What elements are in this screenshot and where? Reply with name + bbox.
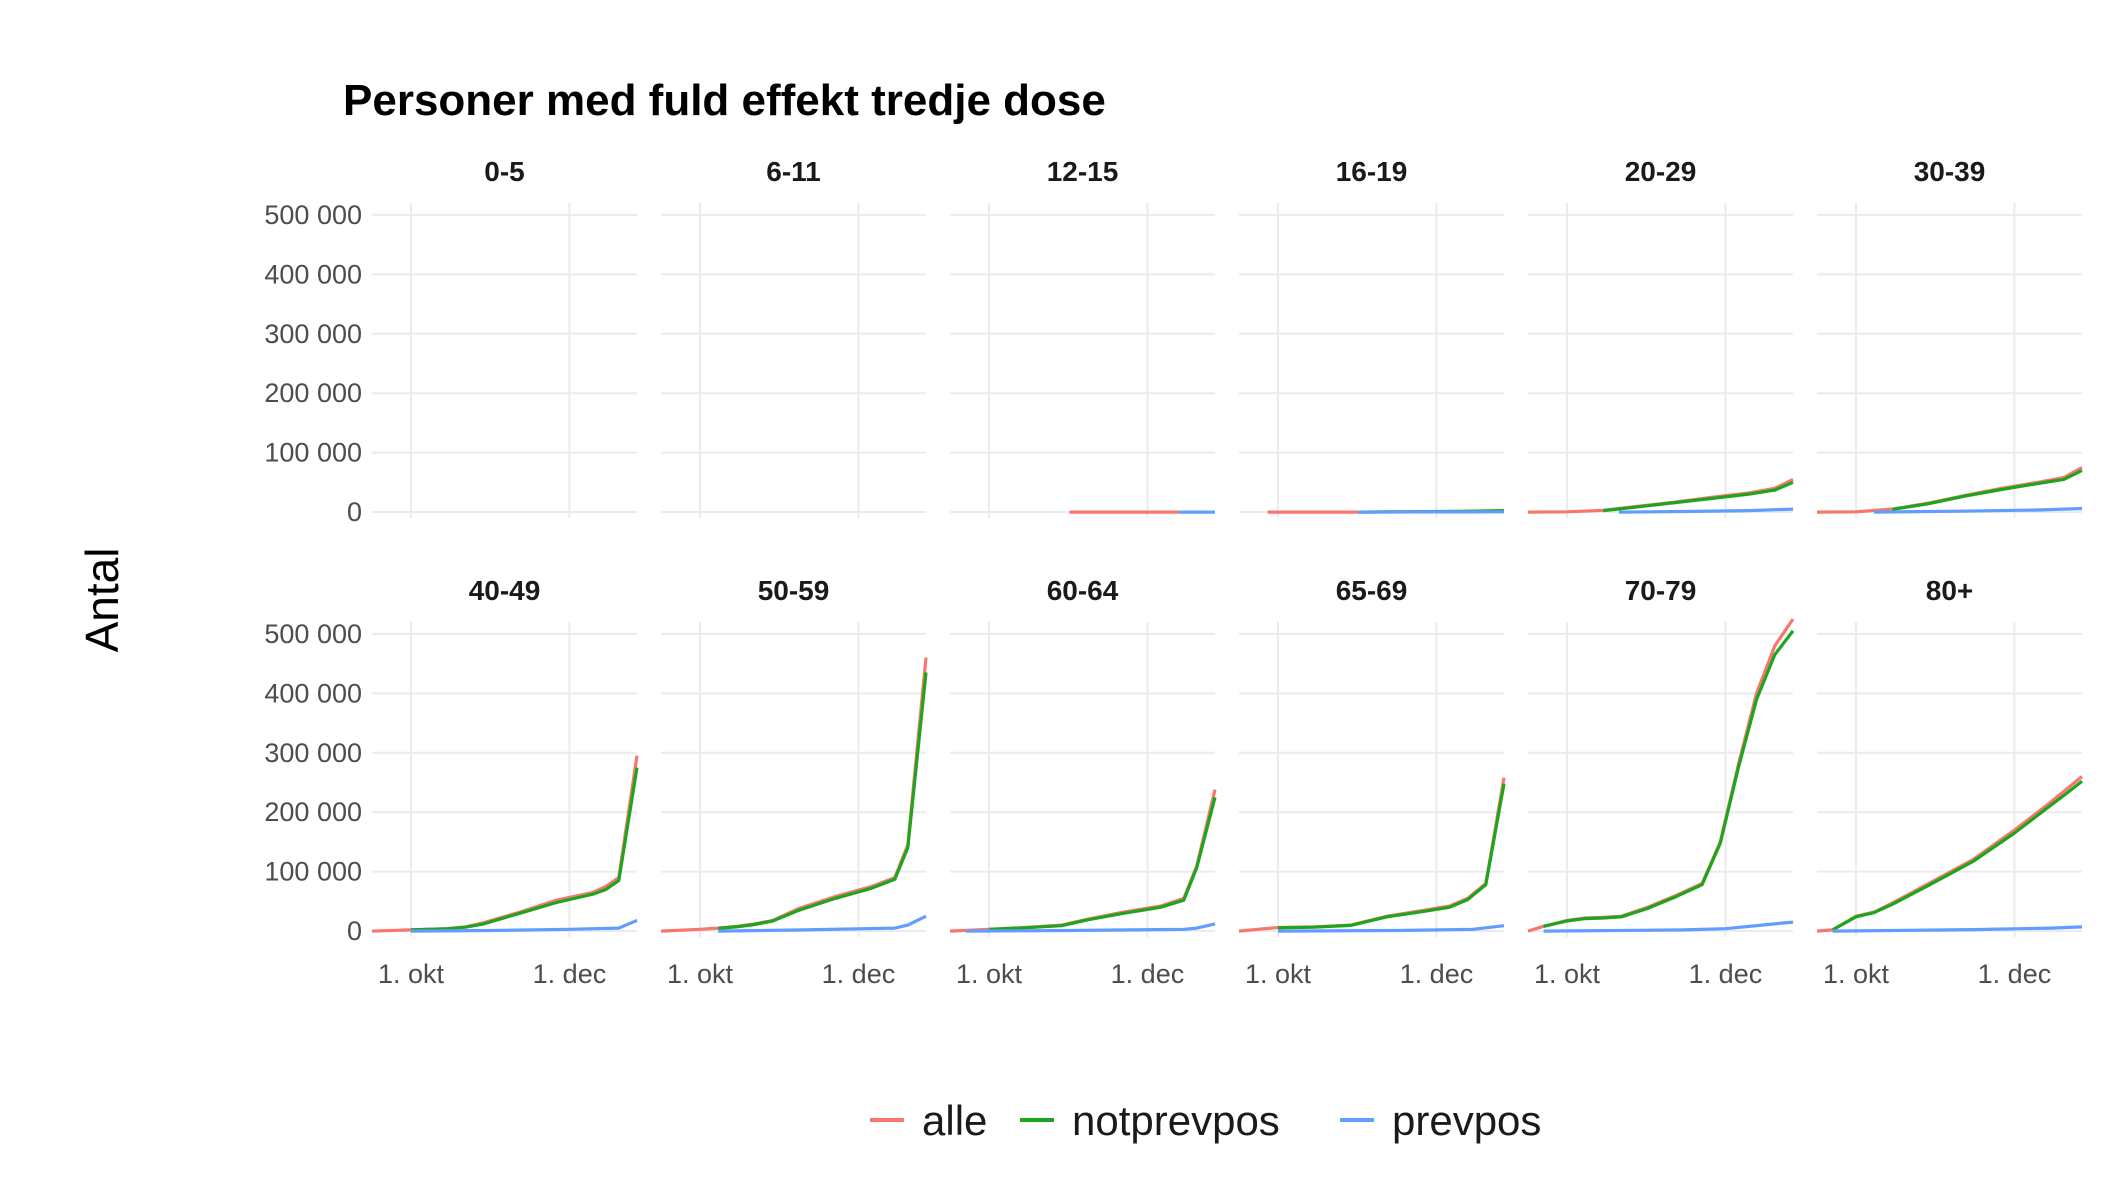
panel-label: 40-49 (469, 575, 541, 606)
panel-80+: 80+ 1. okt 1. dec (1816, 575, 2084, 989)
y-tick-label: 0 (347, 497, 362, 527)
legend-label: prevpos (1392, 1097, 1541, 1144)
x-tick-label: 1. okt (956, 959, 1023, 989)
panels: 0-5 0 100 000 200 000 300 000 400 000 500 000 6… (264, 156, 2084, 989)
legend: alle notprevpos prevpos (870, 1097, 1541, 1144)
x-tick-label: 1. okt (378, 959, 445, 989)
x-tick-label: 1. dec (1111, 959, 1185, 989)
panel-0-5: 0-5 0 100 000 200 000 300 000 400 000 500 000 (264, 156, 637, 527)
panel-label: 6-11 (766, 156, 821, 187)
panel-label: 50-59 (758, 575, 830, 606)
panel-label: 30-39 (1914, 156, 1986, 187)
x-tick-label: 1. okt (1534, 959, 1601, 989)
series-line-prevpos (1618, 507, 1794, 514)
legend-item-notprevpos: notprevpos (1020, 1097, 1280, 1144)
series-line-notprevpos (410, 767, 639, 932)
y-tick-label: 500 000 (264, 619, 362, 649)
x-tick-label: 1. dec (1978, 959, 2052, 989)
series-line-notprevpos (718, 672, 928, 930)
y-tick-label: 300 000 (264, 319, 362, 349)
panel-20-29: 20-29 (1527, 156, 1794, 518)
series-line-notprevpos (1892, 469, 2083, 511)
panel-50-59: 50-59 1. okt 1. dec (660, 575, 928, 989)
series-line-prevpos (410, 918, 638, 933)
y-tick-label: 200 000 (264, 797, 362, 827)
series-line-prevpos (1277, 924, 1505, 933)
y-tick-label: 0 (347, 916, 362, 946)
panel-70-79: 70-79 1. okt 1. dec (1527, 575, 1795, 989)
y-tick-label: 100 000 (264, 857, 362, 887)
panel-label: 70-79 (1625, 575, 1697, 606)
series-line-notprevpos (1603, 480, 1794, 513)
legend-item-prevpos: prevpos (1340, 1097, 1541, 1144)
panel-label: 65-69 (1336, 575, 1408, 606)
x-tick-label: 1. okt (1245, 959, 1312, 989)
series-line-notprevpos (1831, 780, 2083, 932)
x-tick-label: 1. okt (667, 959, 734, 989)
panel-30-39: 30-39 (1816, 156, 2083, 518)
y-tick-label: 400 000 (264, 259, 362, 289)
y-tick-label: 300 000 (264, 738, 362, 768)
legend-label: alle (922, 1097, 987, 1144)
panel-65-69: 65-69 1. okt 1. dec (1238, 575, 1506, 989)
panel-6-11: 6-11 (661, 156, 926, 518)
legend-item-alle: alle (870, 1097, 987, 1144)
series-line-notprevpos (988, 796, 1217, 931)
x-tick-label: 1. dec (533, 959, 607, 989)
series-line-prevpos (1832, 925, 2083, 933)
y-tick-label: 200 000 (264, 378, 362, 408)
series-line-prevpos (1543, 920, 1794, 933)
series-line-notprevpos (1277, 783, 1506, 930)
panel-16-19: 16-19 (1239, 156, 1505, 518)
legend-label: notprevpos (1072, 1097, 1280, 1144)
x-tick-label: 1. dec (1400, 959, 1474, 989)
y-tick-label: 500 000 (264, 200, 362, 230)
panel-label: 12-15 (1047, 156, 1119, 187)
series-line-notprevpos (1543, 629, 1795, 928)
panel-12-15: 12-15 (950, 156, 1215, 518)
panel-60-64: 60-64 1. okt 1. dec (949, 575, 1217, 989)
series-line-prevpos (718, 914, 927, 933)
panel-label: 16-19 (1336, 156, 1408, 187)
x-tick-label: 1. dec (822, 959, 896, 989)
y-tick-label: 100 000 (264, 438, 362, 468)
panel-40-49: 40-49 0 100 000 200 000 300 000 400 000 500 00… (264, 575, 639, 989)
panel-label: 20-29 (1625, 156, 1697, 187)
y-tick-label: 400 000 (264, 678, 362, 708)
y-axis-label: Antal (76, 548, 128, 653)
panel-label: 60-64 (1047, 575, 1119, 606)
panel-label: 80+ (1926, 575, 1974, 606)
x-tick-label: 1. dec (1689, 959, 1763, 989)
panel-label: 0-5 (484, 156, 524, 187)
chart-title: Personer med fuld effekt tredje dose (343, 76, 1106, 125)
x-tick-label: 1. okt (1823, 959, 1890, 989)
series-line-prevpos (1874, 506, 2083, 514)
series-line-prevpos (965, 922, 1216, 933)
